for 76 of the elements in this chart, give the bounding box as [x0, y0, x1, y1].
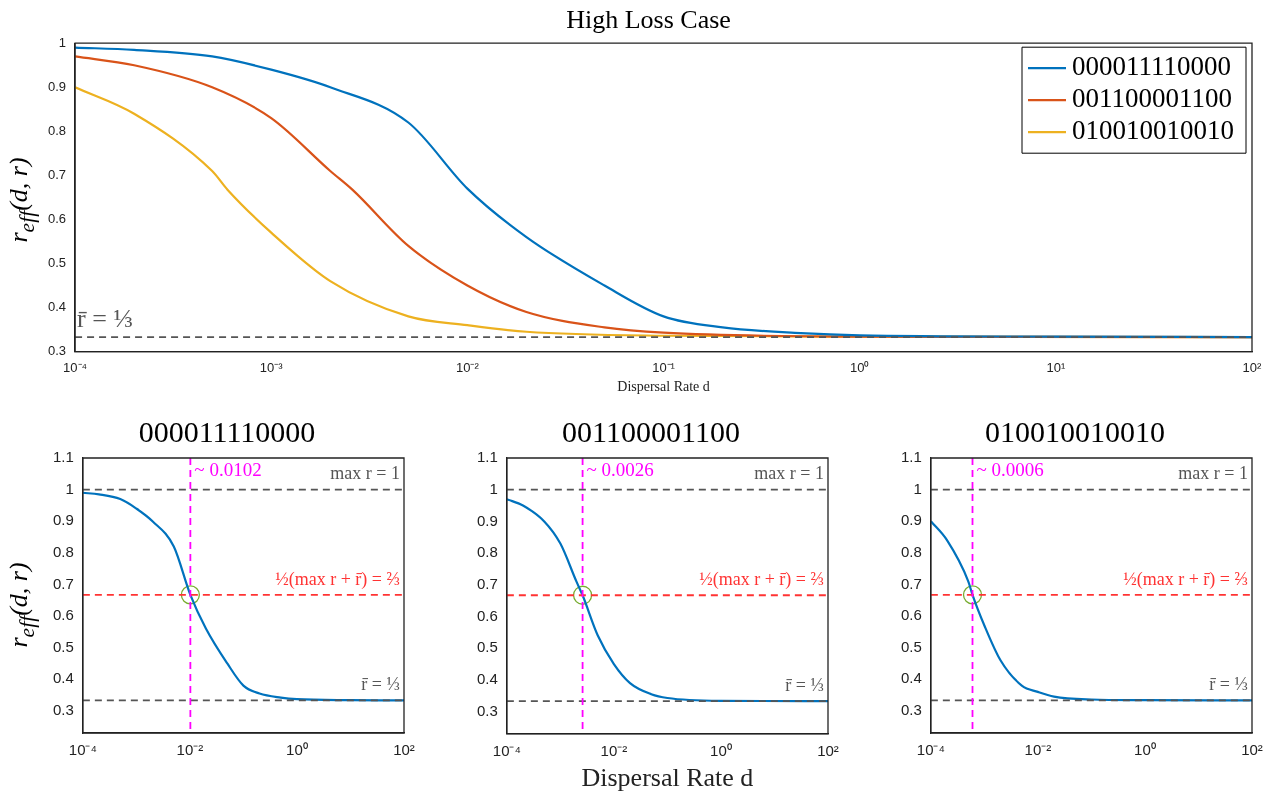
y-tick-label: 1	[58, 34, 67, 50]
ref-line-label: r̄ = ⅓	[785, 674, 824, 695]
x-axis-title: Dispersal Rate d	[581, 763, 754, 793]
ref-line-label: ½(max r + r̄) = ⅔	[1123, 568, 1248, 590]
y-tick-label: 1	[913, 479, 922, 497]
x-tick-label: 10²	[1242, 359, 1263, 375]
x-tick-label: 10⁻¹	[652, 359, 676, 375]
y-tick-label: 0.3	[900, 701, 922, 719]
y-tick-label: 0.9	[900, 511, 922, 529]
y-tick-label: 0.4	[52, 669, 74, 687]
y-tick-label: 0.5	[52, 637, 74, 655]
x-tick-label: 10⁰	[286, 741, 308, 759]
y-tick-label: 1	[489, 479, 498, 497]
x-tick-label: 10⁻³	[259, 359, 284, 375]
y-tick-label: 0.8	[476, 543, 498, 561]
y-tick-label: 0.6	[476, 606, 498, 624]
y-tick-label: 0.9	[47, 78, 67, 94]
chart-title: 001100001100	[562, 414, 740, 448]
y-tick-label: 0.8	[47, 122, 67, 138]
x-tick-label: 10⁻⁴	[916, 741, 945, 759]
y-tick-label: 0.9	[52, 511, 74, 529]
x-tick-label: 10⁻⁴	[68, 741, 97, 759]
chart-title: 000011110000	[138, 414, 316, 448]
y-tick-label: 0.3	[47, 343, 67, 359]
x-axis-title: Dispersal Rate d	[617, 379, 710, 395]
ref-line-label: r̄ = ⅓	[77, 303, 133, 333]
x-tick-label: 10⁻⁴	[63, 359, 88, 375]
y-tick-label: 0.6	[52, 606, 74, 624]
x-tick-label: 10⁰	[1134, 741, 1156, 759]
ref-line-label: max r = 1	[330, 463, 400, 484]
y-tick-label: 0.5	[47, 255, 67, 271]
y-tick-label: 0.5	[900, 637, 922, 655]
ref-line-label: r̄ = ⅓	[361, 674, 400, 695]
y-tick-label: 0.4	[900, 669, 922, 687]
y-tick-label: 0.6	[900, 606, 922, 624]
ref-line-label: r̄ = ⅓	[1209, 674, 1248, 695]
y-tick-label: 0.3	[476, 701, 498, 719]
legend-label: 010010010010	[1072, 115, 1234, 146]
y-tick-label: 1.1	[476, 448, 498, 466]
y-tick-label: 0.7	[476, 574, 498, 592]
x-tick-label: 10¹	[1046, 359, 1066, 375]
y-tick-label: 0.5	[476, 638, 498, 656]
ref-line-label: ~ 0.0006	[976, 458, 1044, 480]
ref-line-label: ½(max r + r̄) = ⅔	[699, 569, 824, 590]
ref-line-label: ½(max r + r̄) = ⅔	[275, 568, 400, 590]
x-tick-label: 10⁻⁴	[492, 741, 521, 759]
y-tick-label: 1	[65, 479, 74, 497]
legend-label: 000011110000	[1072, 51, 1231, 82]
x-tick-label: 10⁻²	[600, 741, 628, 759]
y-tick-label: 0.7	[47, 166, 67, 182]
x-tick-label: 10⁰	[849, 359, 870, 375]
y-tick-label: 0.4	[476, 670, 498, 688]
ref-line-label: ~ 0.0102	[194, 458, 262, 480]
x-tick-label: 10²	[393, 741, 415, 759]
x-tick-label: 10²	[817, 741, 839, 759]
legend-label: 001100001100	[1072, 83, 1232, 114]
y-tick-label: 0.3	[52, 701, 74, 719]
y-tick-label: 1.1	[52, 448, 74, 466]
chart-title: 010010010010	[985, 414, 1165, 448]
x-tick-label: 10²	[1241, 741, 1263, 759]
x-tick-label: 10⁻²	[1024, 741, 1052, 759]
y-tick-label: 0.7	[900, 574, 922, 592]
y-tick-label: 0.8	[52, 542, 74, 560]
y-tick-label: 0.6	[47, 211, 67, 227]
x-tick-label: 10⁻²	[455, 359, 480, 375]
x-tick-label: 10⁰	[710, 741, 732, 759]
y-tick-label: 0.9	[476, 511, 498, 529]
chart-title: High Loss Case	[566, 5, 731, 35]
ref-line-label: max r = 1	[754, 463, 824, 484]
y-tick-label: 0.4	[47, 299, 67, 315]
y-tick-label: 0.8	[900, 542, 922, 560]
y-tick-label: 0.7	[52, 574, 74, 592]
x-tick-label: 10⁻²	[176, 741, 204, 759]
ref-line-label: max r = 1	[1178, 463, 1248, 484]
y-tick-label: 1.1	[900, 448, 922, 466]
ref-line-label: ~ 0.0026	[586, 458, 654, 480]
